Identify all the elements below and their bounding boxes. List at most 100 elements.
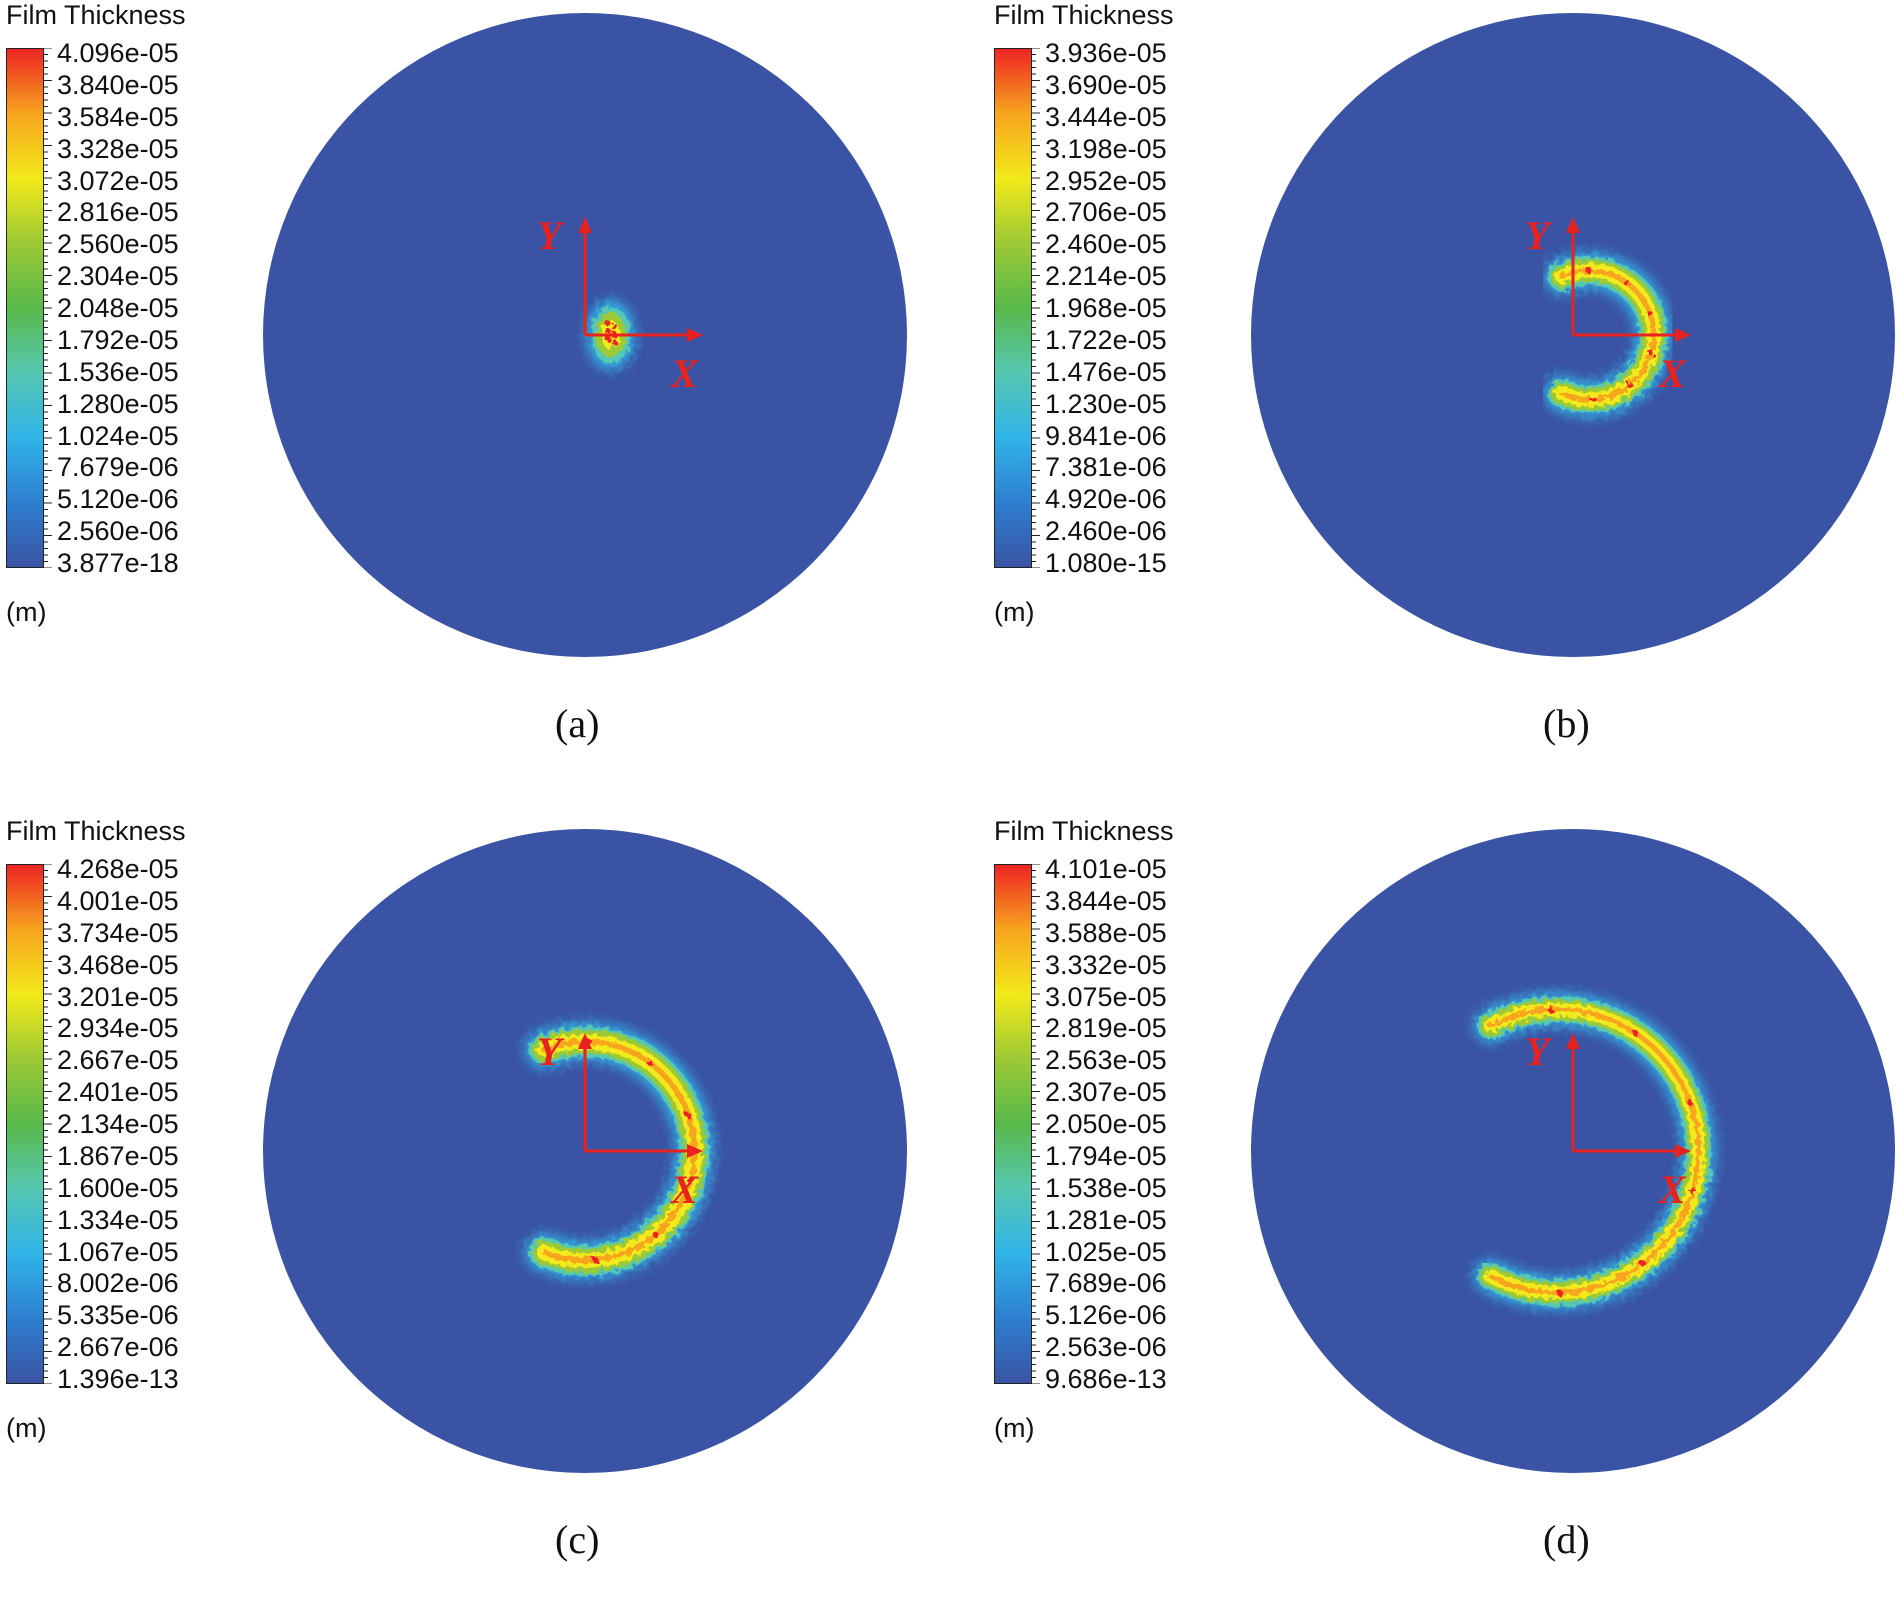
hotspot [1687,1099,1694,1106]
tick-label: 3.936e-05 [1045,38,1167,68]
tick-label: 2.560e-05 [57,229,179,260]
tick-label: 3.328e-05 [57,133,179,164]
hotspot [1589,396,1596,403]
y-axis-label: Y [537,1029,565,1074]
colorbar-ticks [44,48,52,568]
tick-label: 3.332e-05 [1045,949,1167,980]
coordinate-axes: XY [1525,213,1691,396]
colorbar [6,48,44,568]
colorbar [6,864,44,1384]
tick-label: 8.002e-06 [57,1268,179,1299]
hotspot [1689,1187,1696,1194]
y-arrowhead [1566,1033,1580,1049]
tick-label: 3.075e-05 [1045,981,1167,1012]
panel-caption: (c) [555,1517,600,1562]
hotspot [1646,310,1653,317]
hotspot [1632,1030,1639,1037]
x-axis-label: X [669,351,699,396]
hotspot [687,1177,694,1184]
x-arrowhead [1675,1144,1691,1158]
film-plot: XY [1251,829,1895,1473]
y-arrowhead [578,217,592,233]
coordinate-axes: XY [1525,1029,1691,1212]
film-band [1488,1006,1702,1296]
coordinate-axes: XY [537,213,703,396]
tick-label: 4.096e-05 [57,38,179,68]
tick-label: 7.679e-06 [57,452,179,483]
tick-label: 2.706e-05 [1045,197,1167,228]
hotspot [611,340,618,346]
tick-label: 3.840e-05 [57,69,179,100]
tick-label: 2.667e-05 [57,1045,179,1076]
tick-label: 2.667e-06 [57,1332,179,1363]
hotspot [1556,1289,1563,1296]
x-axis-label: X [1657,1167,1687,1212]
hotspot [1585,267,1592,274]
hotspot [604,336,611,342]
tick-label: 1.281e-05 [1045,1204,1167,1235]
tick-label: 1.230e-05 [1045,388,1167,419]
tick-label: 3.734e-05 [57,917,179,948]
tick-label: 2.134e-05 [57,1109,179,1139]
tick-label: 5.126e-06 [1045,1300,1167,1331]
tick-label: 1.080e-15 [1045,548,1167,578]
tick-label: 5.335e-06 [57,1300,179,1331]
panel-b: Film Thickness 3.936e-05 3.690e-05 3.444e-… [988,0,1900,784]
tick-label: 2.819e-05 [1045,1013,1167,1044]
colorbar [994,48,1032,568]
legend-title: Film Thickness [6,816,186,846]
hotspot [604,328,611,334]
hotspot [652,1231,659,1238]
tick-label: 1.024e-05 [57,420,179,451]
tick-label: 3.584e-05 [57,101,179,132]
tick-label: 2.560e-06 [57,516,179,547]
colorbar-ticks [44,864,52,1384]
film-plot: XY [263,829,907,1473]
y-axis-label: Y [1525,1029,1553,1074]
tick-label: 1.794e-05 [1045,1140,1167,1171]
tick-label: 3.690e-05 [1045,69,1167,100]
x-axis-label: X [669,1167,699,1212]
tick-label: 3.844e-05 [1045,885,1167,916]
colorbar-ticks [1032,864,1040,1384]
film-crescent [1474,993,1715,1309]
hotspot [685,1112,692,1119]
film-plot: XY [1251,13,1895,657]
tick-label: 3.444e-05 [1045,101,1167,132]
tick-label: 7.381e-06 [1045,452,1167,483]
hotspot [1648,349,1654,356]
colorbar-ticks [1032,48,1040,568]
tick-label: 3.588e-05 [1045,917,1167,948]
tick-label: 2.563e-05 [1045,1045,1167,1076]
tick-label: 9.841e-06 [1045,420,1167,451]
tick-label: 2.460e-05 [1045,229,1167,260]
tick-label: 4.268e-05 [57,854,179,884]
y-arrowhead [578,1033,592,1049]
tick-label: 2.401e-05 [57,1077,179,1108]
tick-label: 1.025e-05 [1045,1236,1167,1267]
unit-label: (m) [994,597,1035,627]
tick-label: 2.563e-06 [1045,1332,1167,1363]
tick-label: 1.538e-05 [1045,1172,1167,1203]
hotspot [604,320,611,326]
hotspot [1623,279,1630,286]
x-axis-label: X [1657,351,1687,396]
panel-caption: (b) [1543,701,1590,746]
panel-d: Film Thickness 4.101e-05 3.844e-05 3.588e-… [988,816,1900,1600]
panel-a: Film Thickness 4.096e-05 3.840e-05 3.584e-… [0,0,950,784]
tick-label: 2.934e-05 [57,1013,179,1044]
x-arrowhead [1675,328,1691,342]
hotspot [611,324,618,330]
legend-title: Film Thickness [6,0,186,30]
tick-label: 2.307e-05 [1045,1077,1167,1108]
tick-label: 1.536e-05 [57,356,179,387]
tick-label: 1.867e-05 [57,1140,179,1171]
y-arrowhead [1566,217,1580,233]
unit-label: (m) [6,1413,47,1443]
hotspot [1626,382,1633,389]
tick-label: 3.468e-05 [57,949,179,980]
film-plot: XY [263,13,907,657]
tick-label: 2.214e-05 [1045,261,1167,292]
unit-label: (m) [6,597,47,627]
hotspot [1639,1260,1646,1267]
